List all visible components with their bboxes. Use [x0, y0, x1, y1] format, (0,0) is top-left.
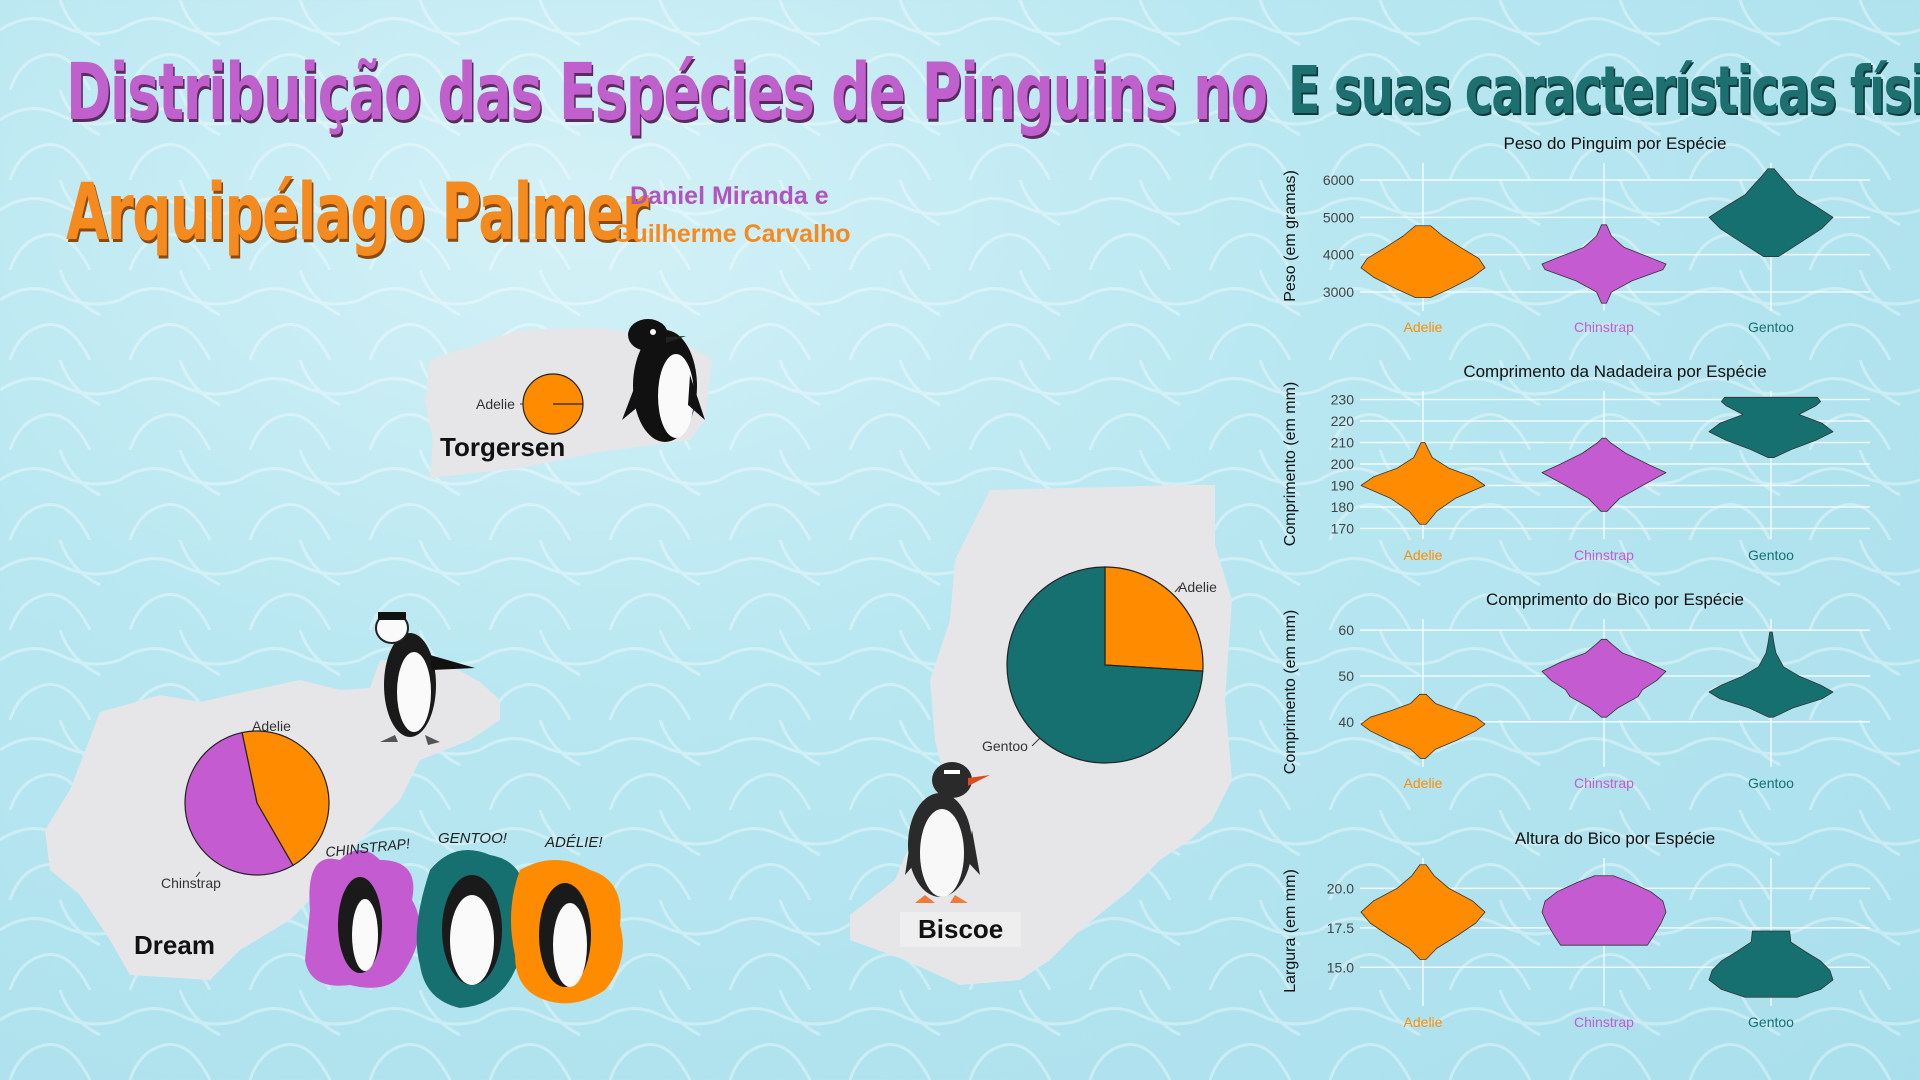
y-axis-label: Comprimento (em mm) [1282, 610, 1299, 774]
pie-slice-adelie [1104, 566, 1204, 672]
chart-title: Altura do Bico por Espécie [1515, 829, 1715, 848]
chart-title: Comprimento do Bico por Espécie [1486, 590, 1744, 609]
y-tick-label: 3000 [1323, 284, 1354, 300]
pie-label-dream-chinstrap: Chinstrap [161, 875, 221, 891]
author-daniel: Daniel Miranda e [630, 182, 829, 210]
pie-biscoe [1006, 566, 1204, 764]
violin-chinstrap [1541, 875, 1667, 946]
x-tick-label-chinstrap: Chinstrap [1574, 319, 1634, 335]
x-tick-label-gentoo: Gentoo [1748, 1014, 1794, 1030]
penguin-stickers [305, 850, 623, 1008]
x-tick-label-chinstrap: Chinstrap [1574, 775, 1634, 791]
y-tick-label: 5000 [1323, 209, 1354, 225]
x-tick-label-chinstrap: Chinstrap [1574, 547, 1634, 563]
y-tick-label: 200 [1331, 456, 1355, 472]
x-tick-label-adelie: Adelie [1404, 319, 1443, 335]
violin-adelie [1360, 864, 1486, 960]
pie-slice-gentoo [1006, 566, 1204, 764]
y-tick-label: 15.0 [1327, 959, 1354, 975]
pie-label-dream-adelie: Adelie [252, 718, 291, 734]
pie-slice-adelie [241, 730, 330, 867]
y-tick-label: 60 [1338, 622, 1354, 638]
island-label-dream: Dream [134, 930, 215, 960]
chart-title: Peso do Pinguim por Espécie [1503, 134, 1726, 153]
x-tick-label-adelie: Adelie [1404, 1014, 1443, 1030]
pie-label-torgersen-adelie: Adelie [476, 396, 515, 412]
violin-chart-1: Peso do Pinguim por Espécie 3000 4000 5000 6… [1282, 134, 1870, 335]
x-tick-label-adelie: Adelie [1404, 547, 1443, 563]
y-axis-label: Peso (em gramas) [1282, 170, 1299, 302]
y-tick-label: 170 [1331, 521, 1355, 537]
violin-chart-2: Comprimento da Nadadeira por Espécie 170 1… [1282, 362, 1870, 563]
sticker-label-gentoo: GENTOO! [438, 830, 508, 847]
right-title: E suas características físicas [1288, 52, 1920, 129]
violin-adelie [1360, 225, 1486, 299]
island-label-biscoe: Biscoe [900, 912, 1022, 947]
y-tick-label: 6000 [1323, 172, 1354, 188]
violin-chinstrap [1541, 224, 1667, 304]
y-tick-label: 180 [1331, 499, 1355, 515]
violin-gentoo [1708, 930, 1834, 998]
violin-chinstrap [1541, 638, 1667, 718]
violin-adelie [1360, 693, 1486, 759]
y-tick-label: 220 [1331, 413, 1355, 429]
violin-adelie [1360, 442, 1486, 525]
x-tick-label-gentoo: Gentoo [1748, 775, 1794, 791]
pie-torgersen [522, 373, 584, 435]
x-tick-label-gentoo: Gentoo [1748, 547, 1794, 563]
main-title-line2: Arquipélago Palmer [66, 168, 649, 258]
y-tick-label: 210 [1331, 434, 1355, 450]
violin-gentoo [1708, 168, 1834, 257]
y-axis-label: Comprimento (em mm) [1282, 382, 1299, 546]
y-tick-label: 230 [1331, 391, 1355, 407]
pie-dream [184, 730, 330, 876]
sticker-label-adelie: ADÉLIE! [544, 834, 603, 851]
y-tick-label: 40 [1338, 714, 1354, 730]
chart-title: Comprimento da Nadadeira por Espécie [1463, 362, 1766, 381]
y-tick-label: 4000 [1323, 247, 1354, 263]
violin-charts-panel: Peso do Pinguim por Espécie 3000 4000 5000 6… [1282, 134, 1870, 1030]
violin-gentoo [1708, 631, 1834, 718]
pie-label-biscoe-gentoo: Gentoo [982, 738, 1028, 754]
pie-label-biscoe-adelie: Adelie [1178, 579, 1217, 595]
y-axis-label: Largura (em mm) [1282, 869, 1299, 993]
chinstrap-penguin-dream [375, 612, 475, 745]
violin-gentoo [1708, 396, 1834, 458]
x-tick-label-adelie: Adelie [1404, 775, 1443, 791]
gentoo-penguin-biscoe [905, 762, 990, 903]
y-tick-label: 50 [1338, 668, 1354, 684]
violin-chart-4: Altura do Bico por Espécie 15.0 17.5 20.0 La… [1282, 829, 1870, 1030]
pie-slice-chinstrap [184, 731, 294, 876]
adelie-penguin-torgersen [622, 319, 705, 442]
x-tick-label-chinstrap: Chinstrap [1574, 1014, 1634, 1030]
y-tick-label: 190 [1331, 478, 1355, 494]
y-tick-label: 17.5 [1327, 920, 1354, 936]
author-guilherme: Guilherme Carvalho [613, 220, 851, 248]
x-tick-label-gentoo: Gentoo [1748, 319, 1794, 335]
violin-chinstrap [1541, 437, 1667, 512]
main-title-line1: Distribuição das Espécies de Pinguins no [66, 48, 1268, 138]
island-label-torgersen: Torgersen [440, 432, 566, 462]
violin-chart-3: Comprimento do Bico por Espécie 40 50 60 Com… [1282, 590, 1870, 791]
y-tick-label: 20.0 [1327, 880, 1354, 896]
